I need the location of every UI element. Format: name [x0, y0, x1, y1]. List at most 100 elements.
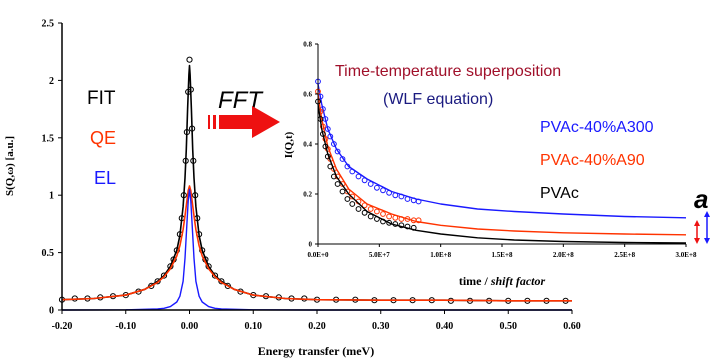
inset-x-axis-title: time / shift factor [459, 274, 546, 288]
data-point-pvac-data [320, 131, 326, 137]
data-point-pvac-40-a300-data [380, 187, 386, 194]
inset-x-axis-title-text: time / [459, 274, 489, 288]
x-tick-label: 0.20 [308, 321, 326, 332]
y-tick-label: 0.2 [303, 190, 312, 198]
data-point-data [186, 56, 193, 63]
x-tick-label: 3.0E+8 [676, 251, 697, 259]
y-tick-label: 0.8 [303, 40, 312, 48]
data-point-data [154, 278, 161, 285]
blue-arrow-head-down [704, 238, 710, 244]
fft-arrow-stripe-2 [213, 115, 216, 129]
legend-pvac-label: PVAc [540, 185, 579, 202]
data-point-pvac-40-a300-data [392, 192, 399, 199]
x-tick-label: 0.0E+0 [308, 251, 329, 259]
main-series-layer [58, 56, 572, 311]
shift-indicator: a [694, 184, 710, 244]
data-point-pvac-data [392, 221, 399, 227]
data-point-pvac-40-a300-data [324, 126, 331, 132]
data-point-pvac-40-a90-data [404, 216, 411, 222]
data-point-pvac-40-a90-data [380, 211, 386, 217]
data-point-pvac-data [344, 196, 351, 202]
legend-a300-label: PVAc-40%A300 [540, 119, 654, 136]
data-point-data [148, 282, 155, 289]
data-point-pvac-data [334, 181, 341, 187]
data-point-pvac-40-a90-data [320, 123, 326, 130]
main-y-axis-title: S(Q,ω) [a.u.] [4, 136, 16, 196]
y-tick-label: 0 [309, 240, 313, 248]
data-point-pvac-40-a90-data [367, 206, 374, 212]
y-tick-label: 2 [49, 76, 54, 87]
series-line-qe [61, 185, 572, 302]
x-tick-label: 5.0E+7 [369, 251, 390, 259]
data-point-pvac-data [349, 201, 356, 207]
y-tick-label: 0.6 [303, 90, 312, 98]
data-point-pvac-40-a300-data [339, 156, 346, 162]
x-tick-label: 0.10 [245, 321, 263, 332]
series-line-el [61, 188, 572, 311]
inset-chart: 0.0E+0 5.0E+7 1.0E+8 1.5E+8 2.0E+8 2.5E+8 3.0E… [283, 40, 697, 288]
inset-ticks-layer: 0.0E+0 5.0E+7 1.0E+8 1.5E+8 2.0E+8 2.5E+8 3.0E… [303, 40, 697, 259]
data-point-pvac-data [398, 222, 405, 229]
y-tick-label: 1.5 [42, 133, 55, 144]
legend-el-label: EL [94, 168, 116, 188]
data-point-pvac-data [355, 206, 362, 212]
data-point-pvac-data [339, 188, 346, 195]
data-point-pvac-40-a90-data [386, 213, 393, 220]
data-point-data [211, 272, 219, 279]
data-point-pvac-40-a300-data [344, 163, 351, 170]
x-tick-label: 1.5E+8 [492, 251, 513, 259]
data-point-pvac-40-a90-data [349, 193, 356, 200]
data-point-pvac-40-a300-data [367, 181, 374, 187]
series-line-pvac-40-a300 [317, 83, 687, 219]
data-point-pvac-40-a300-data [415, 198, 422, 205]
data-point-pvac-40-a300-data [331, 141, 337, 147]
data-point-pvac-40-a90-data [374, 208, 380, 215]
data-point-pvac-data [380, 218, 386, 225]
shift-indicator-label: a [694, 184, 708, 214]
x-tick-label: 0.50 [500, 321, 518, 332]
legend-fit-label: FIT [87, 88, 116, 109]
series-line-pvac [317, 103, 687, 244]
legend-qe-label: QE [90, 128, 116, 148]
data-point-pvac-data [324, 153, 331, 160]
x-tick-label: -0.20 [52, 321, 73, 332]
y-tick-label: 0.5 [42, 248, 55, 259]
data-point-pvac-40-a300-data [327, 133, 334, 140]
data-point-pvac-40-a300-data [355, 173, 362, 180]
x-tick-label: -0.10 [115, 321, 136, 332]
data-point-pvac-data [331, 173, 337, 180]
legend-a90-label: PVAc-40%A90 [540, 152, 645, 169]
fft-arrow-shape [219, 106, 280, 138]
data-point-pvac-data [361, 209, 368, 216]
data-point-pvac-data [410, 224, 417, 231]
inset-title-line2: (WLF equation) [383, 91, 493, 108]
main-ticks-layer: -0.20 -0.10 0.00 0.10 0.20 0.30 0.40 0.50 0.6000… [42, 19, 581, 333]
y-tick-label: 2.5 [42, 19, 55, 30]
data-point-pvac-data [367, 213, 374, 220]
y-tick-label: 0 [49, 306, 54, 317]
data-point-data [160, 272, 168, 279]
data-point-pvac-40-a90-data [398, 216, 405, 222]
data-point-pvac-40-a90-data [392, 214, 399, 221]
inset-x-axis-title-italic: shift factor [488, 274, 546, 288]
data-point-data [218, 278, 225, 285]
x-tick-label: 0.30 [372, 321, 390, 332]
x-tick-label: 2.0E+8 [553, 251, 574, 259]
data-point-pvac-data [327, 163, 334, 170]
x-tick-label: 0.00 [181, 321, 199, 332]
series-line-fit [61, 64, 572, 302]
fft-arrow: FFT [208, 87, 280, 138]
y-tick-label: 0.4 [303, 140, 312, 148]
x-tick-label: 0.40 [436, 321, 454, 332]
data-point-pvac-data [322, 143, 329, 150]
data-point-pvac-40-a90-data [415, 217, 422, 224]
x-tick-label: 0.60 [563, 321, 581, 332]
red-arrow-head-up [694, 220, 700, 226]
data-point-pvac-40-a300-data [361, 177, 368, 184]
data-point-pvac-data [374, 216, 380, 222]
y-tick-label: 1 [49, 191, 54, 202]
blue-arrow-head-up [704, 211, 710, 217]
data-point-pvac-40-a300-data [386, 189, 393, 196]
data-point-pvac-40-a300-data [334, 148, 341, 155]
